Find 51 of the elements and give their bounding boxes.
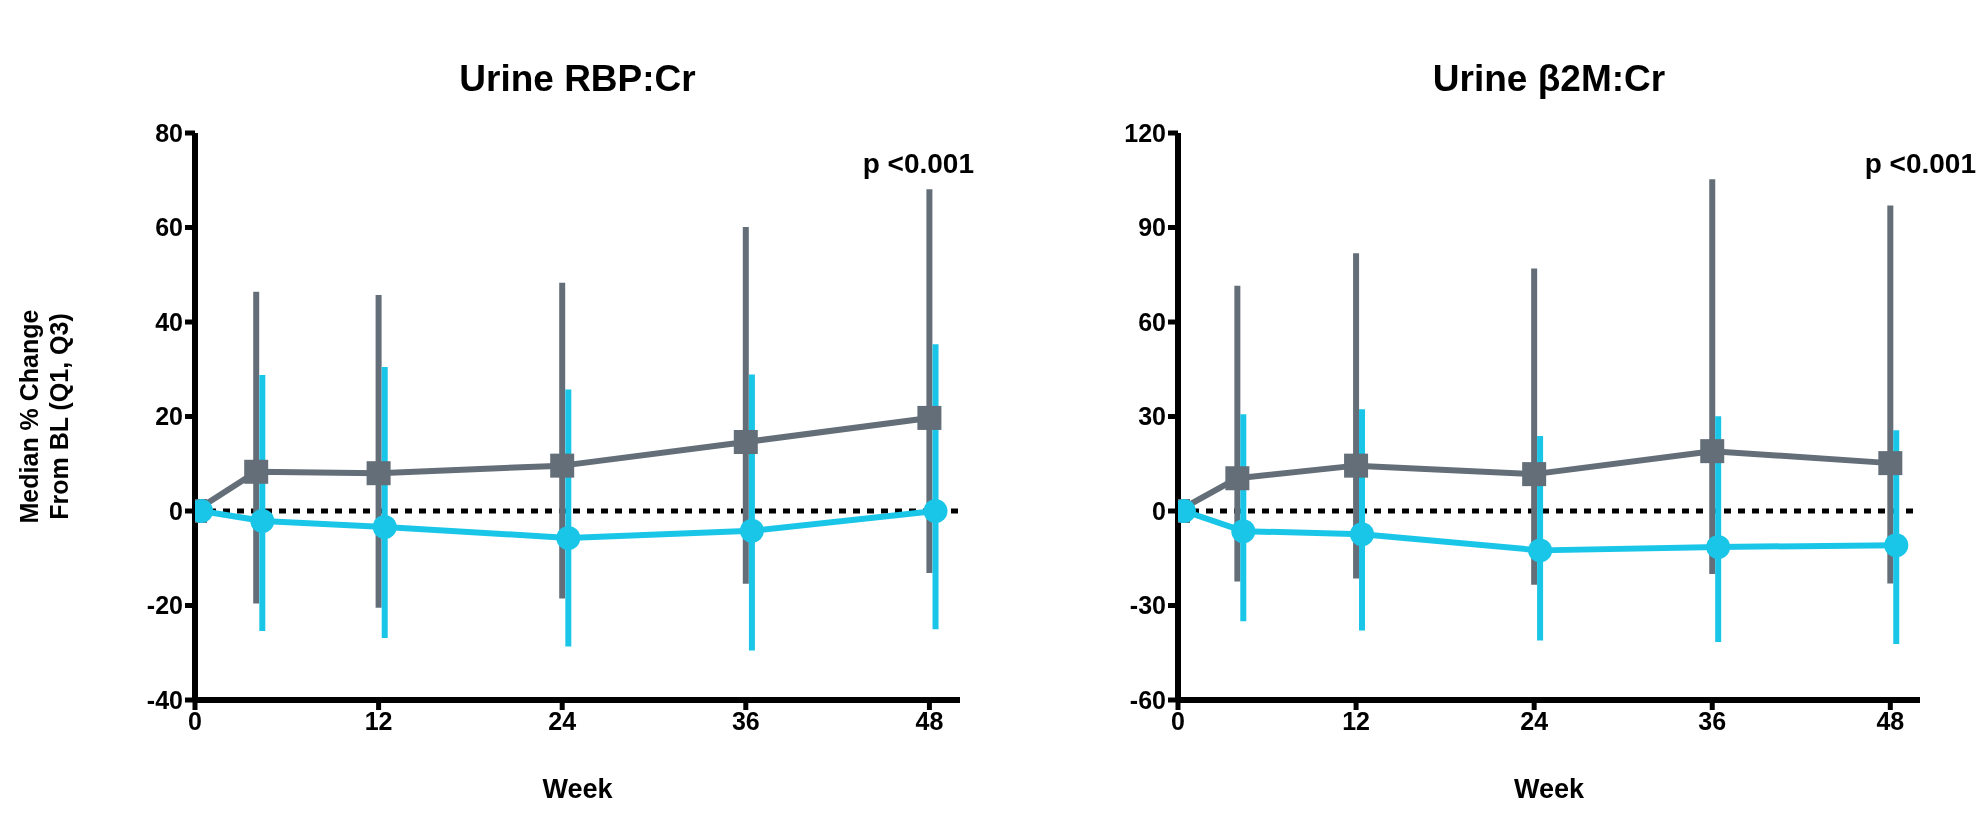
x-tick-label: 24	[548, 706, 577, 735]
chart-title: Urine β2M:Cr	[1431, 58, 1667, 100]
y-tick-label: -60	[1129, 685, 1166, 714]
x-tick-label: 24	[1520, 706, 1549, 735]
point	[1522, 462, 1547, 487]
y-tick-label: 40	[155, 307, 183, 336]
chart-title: Urine RBP:Cr	[458, 58, 697, 100]
annotation: p <0.001	[1864, 148, 1976, 180]
y-tick-label: -20	[146, 591, 183, 620]
y-tick-label: 0	[1152, 496, 1166, 525]
point	[1344, 453, 1369, 478]
point	[923, 499, 948, 523]
x-tick-label: 36	[1698, 706, 1727, 735]
point	[739, 518, 764, 543]
x-tick-label: 12	[1342, 706, 1370, 735]
point	[1706, 534, 1731, 559]
point	[244, 459, 269, 484]
point	[550, 453, 575, 478]
y-tick-label: 20	[155, 402, 183, 431]
point	[1878, 451, 1903, 476]
x-tick-label: 0	[1171, 706, 1185, 735]
x-tick-label: 48	[915, 706, 944, 735]
point	[372, 515, 397, 540]
x-axis-title: Week	[542, 774, 614, 804]
y-tick-label: 60	[155, 213, 183, 242]
y-tick-label: -30	[1129, 591, 1166, 620]
y-tick-label: 60	[1138, 307, 1166, 336]
point	[556, 525, 581, 550]
point	[733, 430, 758, 455]
point	[1700, 439, 1725, 464]
y-tick-label: 30	[1138, 402, 1166, 431]
point	[1225, 466, 1250, 491]
x-tick-label: 0	[188, 706, 202, 735]
x-tick-label: 12	[364, 706, 393, 735]
y-tick-label: 120	[1124, 118, 1166, 147]
point	[250, 508, 275, 533]
y-axis-title: Median % Change From BL (Q1, Q3)	[15, 309, 73, 524]
point	[917, 405, 942, 430]
x-tick-label: 48	[1876, 706, 1905, 735]
y-tick-label: 80	[155, 118, 183, 147]
point	[1884, 533, 1909, 558]
annotation: p <0.001	[862, 148, 974, 180]
point	[1528, 538, 1553, 563]
point	[1350, 522, 1375, 547]
point	[366, 461, 391, 486]
y-tick-label: -40	[146, 685, 183, 714]
y-tick-label: 90	[1138, 213, 1166, 242]
y-tick-label: 0	[169, 496, 183, 525]
x-tick-label: 36	[731, 706, 760, 735]
x-axis-title: Week	[1513, 774, 1585, 804]
point	[1231, 519, 1256, 544]
